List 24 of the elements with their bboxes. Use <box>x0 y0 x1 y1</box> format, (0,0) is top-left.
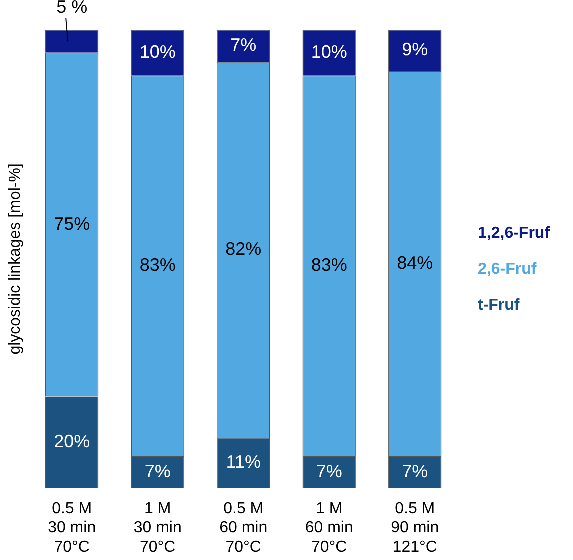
text: 2,6-Fruf <box>478 261 537 279</box>
data-label: 5 % <box>56 0 88 17</box>
data-label: 75% <box>54 214 90 234</box>
data-label: 7% <box>316 461 342 482</box>
data-label: 83% <box>311 255 348 276</box>
x-tick-label: 0.5 M 30 min 70°C <box>48 500 96 556</box>
y-axis-title: glycosidic linkages [mol-%] <box>7 164 24 355</box>
data-label: 7% <box>230 35 257 56</box>
x-tick-label: 0.5 M 90 min 121°C <box>391 500 440 556</box>
data-label: 10% <box>311 42 348 62</box>
text: 1,2,6-Fruf <box>478 225 550 243</box>
x-tick-label: 0.5 M 60 min 70°C <box>220 500 268 556</box>
data-label: 10% <box>140 42 176 62</box>
x-tick-label: 1 M 60 min 70°C <box>305 500 354 556</box>
data-label: 84% <box>397 252 434 273</box>
data-label: 9% <box>402 40 428 60</box>
data-label: 20% <box>54 432 90 452</box>
data-label: 7% <box>144 461 171 482</box>
data-label: 7% <box>402 461 428 482</box>
text: t-Fruf <box>478 297 520 315</box>
x-tick-label: 1 M 30 min 70°C <box>134 500 182 556</box>
data-label: 82% <box>226 239 262 259</box>
data-label: 83% <box>140 255 176 276</box>
data-label: 11% <box>226 452 261 472</box>
